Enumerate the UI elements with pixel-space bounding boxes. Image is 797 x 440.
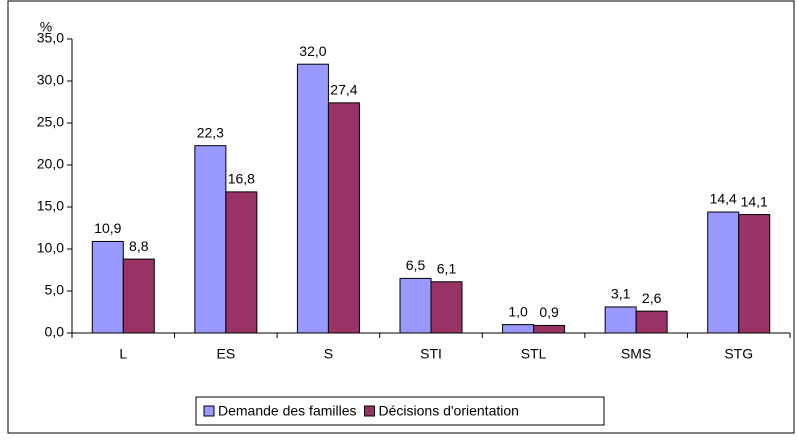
bar: [194, 145, 227, 334]
y-tick-label: 20,0: [37, 156, 64, 172]
bar: [502, 324, 535, 334]
value-label: 32,0: [299, 43, 326, 59]
legend-box: [195, 396, 605, 426]
x-tick-label: ES: [217, 346, 236, 362]
value-label: 2,6: [642, 290, 662, 306]
chart-frame: [7, 0, 795, 434]
value-label: 3,1: [611, 286, 631, 302]
bar: [533, 324, 566, 334]
y-tick-label: 5,0: [45, 282, 65, 298]
value-label: 10,9: [94, 220, 121, 236]
value-label: 1,0: [508, 303, 528, 319]
bar: [635, 310, 668, 334]
bar: [122, 258, 155, 334]
value-label: 16,8: [228, 171, 255, 187]
legend-label: Demande des familles: [218, 403, 357, 419]
x-tick-label: STI: [420, 346, 442, 362]
value-label: 14,4: [710, 191, 737, 207]
bar: [91, 240, 124, 334]
y-tick-label: 25,0: [37, 114, 64, 130]
y-tick-label: 15,0: [37, 198, 64, 214]
x-tick-label: SMS: [621, 346, 651, 362]
x-tick-label: STL: [521, 346, 547, 362]
bar: [399, 277, 432, 334]
bar: [296, 63, 329, 334]
value-label: 0,9: [539, 304, 559, 320]
bar: [707, 211, 740, 334]
value-label: 8,8: [129, 238, 149, 254]
y-unit: %: [40, 19, 52, 35]
value-label: 22,3: [197, 124, 224, 140]
x-tick-label: L: [119, 346, 127, 362]
bar: [430, 281, 463, 334]
value-label: 14,1: [741, 193, 768, 209]
bar: [738, 214, 771, 334]
bar: [604, 306, 637, 334]
y-tick-label: 35,0: [37, 30, 64, 46]
x-tick-label: S: [324, 346, 333, 362]
value-label: 6,1: [437, 260, 457, 276]
y-tick-label: 10,0: [37, 240, 64, 256]
y-tick-label: 0,0: [45, 324, 65, 340]
value-label: 6,5: [406, 257, 426, 273]
value-label: 27,4: [330, 82, 357, 98]
legend-swatch: [364, 405, 376, 417]
x-tick-label: STG: [724, 346, 753, 362]
legend-swatch: [203, 405, 215, 417]
legend-label: Décisions d'orientation: [379, 403, 519, 419]
bar: [225, 191, 258, 334]
y-tick-label: 30,0: [37, 72, 64, 88]
bar: [327, 102, 360, 334]
